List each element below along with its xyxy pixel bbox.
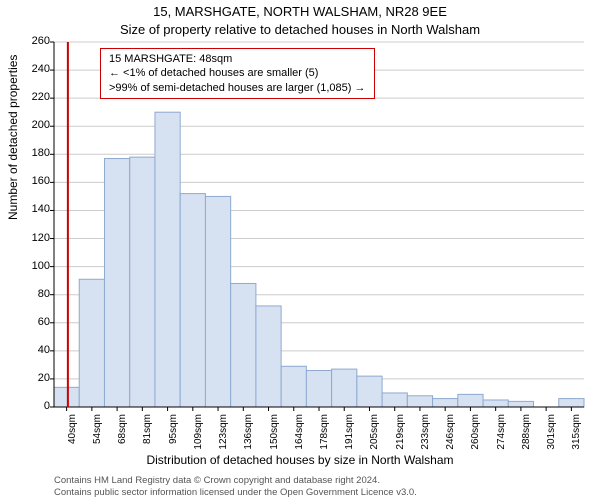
x-tick-label: 54sqm <box>92 414 103 454</box>
y-tick-label: 40 <box>22 344 50 356</box>
x-tick-label: 219sqm <box>395 414 406 454</box>
y-axis-label: Number of detached properties <box>6 55 20 220</box>
y-tick-label: 60 <box>22 316 50 328</box>
x-tick-label: 40sqm <box>67 414 78 454</box>
y-tick-label: 80 <box>22 288 50 300</box>
x-tick-label: 315sqm <box>571 414 582 454</box>
x-tick-label: 136sqm <box>243 414 254 454</box>
x-tick-label: 288sqm <box>521 414 532 454</box>
x-tick-label: 178sqm <box>319 414 330 454</box>
x-tick-label: 233sqm <box>420 414 431 454</box>
x-tick-label: 274sqm <box>496 414 507 454</box>
footer-line-1: Contains HM Land Registry data © Crown c… <box>54 475 417 486</box>
y-tick-label: 200 <box>22 119 50 131</box>
x-tick-label: 205sqm <box>369 414 380 454</box>
footer: Contains HM Land Registry data © Crown c… <box>54 475 417 498</box>
y-tick-label: 220 <box>22 91 50 103</box>
x-tick-label: 123sqm <box>218 414 229 454</box>
x-tick-label: 109sqm <box>193 414 204 454</box>
info-box: 15 MARSHGATE: 48sqm ← <1% of detached ho… <box>100 48 375 99</box>
info-line-2: ← <1% of detached houses are smaller (5) <box>109 66 366 80</box>
info-line-3: >99% of semi-detached houses are larger … <box>109 81 366 95</box>
chart-title-main: 15, MARSHGATE, NORTH WALSHAM, NR28 9EE <box>0 4 600 19</box>
y-tick-label: 0 <box>22 400 50 412</box>
x-tick-label: 68sqm <box>117 414 128 454</box>
y-tick-label: 140 <box>22 203 50 215</box>
x-tick-label: 150sqm <box>269 414 280 454</box>
y-tick-label: 240 <box>22 63 50 75</box>
x-tick-label: 81sqm <box>142 414 153 454</box>
x-tick-label: 95sqm <box>168 414 179 454</box>
x-tick-label: 164sqm <box>294 414 305 454</box>
info-line-1: 15 MARSHGATE: 48sqm <box>109 52 366 66</box>
x-tick-label: 191sqm <box>344 414 355 454</box>
x-axis-label: Distribution of detached houses by size … <box>0 453 600 467</box>
footer-line-2: Contains public sector information licen… <box>54 487 417 498</box>
y-tick-label: 180 <box>22 147 50 159</box>
x-tick-label: 301sqm <box>546 414 557 454</box>
y-tick-label: 260 <box>22 35 50 47</box>
y-tick-label: 120 <box>22 232 50 244</box>
y-tick-label: 160 <box>22 175 50 187</box>
y-tick-label: 20 <box>22 372 50 384</box>
x-tick-label: 246sqm <box>445 414 456 454</box>
y-tick-label: 100 <box>22 260 50 272</box>
chart-container: 15, MARSHGATE, NORTH WALSHAM, NR28 9EE S… <box>0 0 600 500</box>
chart-title-sub: Size of property relative to detached ho… <box>0 22 600 37</box>
x-tick-label: 260sqm <box>470 414 481 454</box>
